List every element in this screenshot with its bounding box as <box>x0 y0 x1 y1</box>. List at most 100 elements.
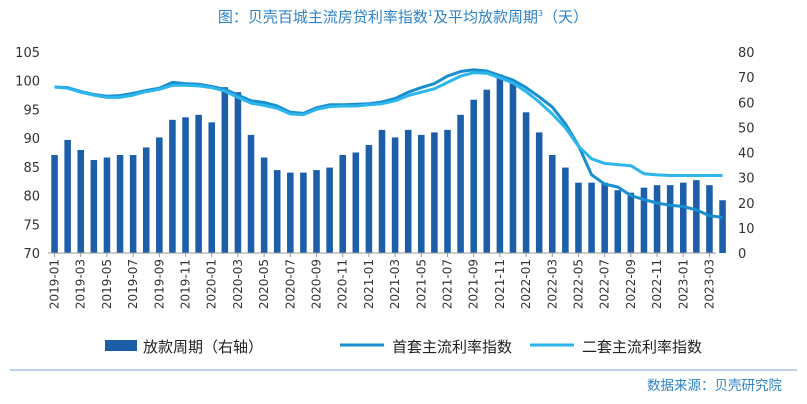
title-tail: （天） <box>543 8 588 26</box>
right-axis: 0 10 20 30 40 50 60 70 80 <box>738 46 755 262</box>
x-tick-label: 2021-01 <box>362 259 376 309</box>
chart-title: 图：贝壳百城主流房贷利率指数1及平均放款周期3（天） <box>218 8 588 26</box>
left-tick-label: 100 <box>15 75 40 90</box>
bar <box>431 132 438 253</box>
bar <box>103 157 111 253</box>
bar <box>287 172 294 253</box>
left-tick-label: 85 <box>23 161 40 176</box>
title-main: 图：贝壳百城主流房贷利率指数 <box>218 8 428 26</box>
bar <box>352 152 360 253</box>
left-tick-label: 80 <box>23 190 40 205</box>
x-tick-label: 2021-03 <box>388 259 402 309</box>
bar <box>260 157 268 253</box>
bar <box>457 114 464 253</box>
left-tick-label: 105 <box>15 46 40 61</box>
source-text: 数据来源：贝壳研究院 <box>647 378 782 394</box>
x-tick-label: 2020-07 <box>283 259 297 309</box>
bar <box>273 170 281 253</box>
bar <box>706 185 713 253</box>
x-tick-label: 2021-09 <box>467 259 481 309</box>
legend-label: 首套主流利率指数 <box>392 338 512 356</box>
bar <box>247 134 255 253</box>
bar <box>51 155 58 253</box>
x-tick-label: 2021-11 <box>493 259 507 309</box>
line-series <box>54 68 723 219</box>
right-tick-label: 80 <box>738 46 755 61</box>
right-tick-label: 50 <box>738 121 755 136</box>
title-mid: 及平均放款周期 <box>433 8 538 26</box>
bar <box>182 117 189 253</box>
bar <box>90 160 98 253</box>
bar <box>391 137 399 253</box>
x-tick-label: 2020-05 <box>257 259 271 309</box>
x-tick-label: 2022-01 <box>519 259 533 309</box>
left-tick-label: 90 <box>23 132 40 147</box>
bar <box>535 132 543 253</box>
left-tick-label: 75 <box>23 218 40 233</box>
bar <box>64 139 71 253</box>
bar <box>116 155 124 253</box>
bar <box>444 129 451 253</box>
bar <box>719 200 726 253</box>
x-tick-label: 2022-03 <box>545 259 559 309</box>
title-sup-2: 3 <box>538 9 543 18</box>
x-tick-label: 2021-07 <box>440 259 454 309</box>
bar <box>142 147 150 253</box>
bar <box>470 99 477 253</box>
bar <box>496 74 504 253</box>
bar <box>666 185 674 253</box>
right-tick-label: 60 <box>738 96 755 111</box>
first-home-rate-line <box>54 68 723 219</box>
x-tick-label: 2023-01 <box>676 259 690 309</box>
right-tick-label: 20 <box>738 197 755 212</box>
bar <box>234 92 242 253</box>
bar <box>77 149 85 253</box>
x-tick-label: 2021-05 <box>414 259 428 309</box>
x-tick-label: 2019-05 <box>100 259 114 309</box>
bar <box>195 114 202 253</box>
right-tick-label: 10 <box>738 222 755 237</box>
x-axis: 2019-01 2019-03 2019-05 2019-07 2019-09 2019-… <box>48 252 716 309</box>
x-tick-label: 2022-05 <box>571 259 585 309</box>
bar <box>169 119 176 254</box>
right-tick-label: 70 <box>738 71 755 86</box>
x-tick-label: 2022-09 <box>624 259 638 309</box>
x-tick-label: 2019-01 <box>48 259 62 309</box>
x-tick-label: 2020-01 <box>205 259 219 309</box>
bar <box>627 192 635 253</box>
second-home-rate-line <box>54 71 723 177</box>
bar <box>522 112 530 253</box>
bar <box>549 155 556 253</box>
right-tick-label: 40 <box>738 147 755 162</box>
bar <box>679 182 687 253</box>
x-tick-label: 2022-07 <box>598 259 612 309</box>
bar <box>404 129 412 253</box>
left-axis: 70 75 80 85 90 95 100 105 <box>15 46 40 262</box>
bar <box>640 187 648 253</box>
x-tick-label: 2019-03 <box>74 259 88 309</box>
x-tick-label: 2019-07 <box>126 259 140 309</box>
bar <box>693 180 700 253</box>
bar <box>418 134 425 253</box>
bar-series <box>51 74 726 254</box>
x-tick-label: 2019-09 <box>152 259 166 309</box>
bar <box>483 89 491 253</box>
x-tick-label: 2020-03 <box>231 259 245 309</box>
bar <box>365 144 373 253</box>
right-tick-label: 0 <box>738 247 746 262</box>
left-tick-label: 70 <box>23 247 40 262</box>
bar <box>378 129 386 253</box>
bar <box>326 167 333 253</box>
bar <box>653 185 661 253</box>
x-tick-label: 2023-03 <box>702 259 716 309</box>
bar <box>588 182 595 253</box>
legend-label: 二套主流利率指数 <box>582 338 702 356</box>
bar <box>575 182 582 253</box>
bar <box>156 137 163 253</box>
bar <box>129 155 137 253</box>
x-tick-label: 2022-11 <box>650 259 664 309</box>
bar <box>300 172 307 253</box>
right-tick-label: 30 <box>738 172 755 187</box>
